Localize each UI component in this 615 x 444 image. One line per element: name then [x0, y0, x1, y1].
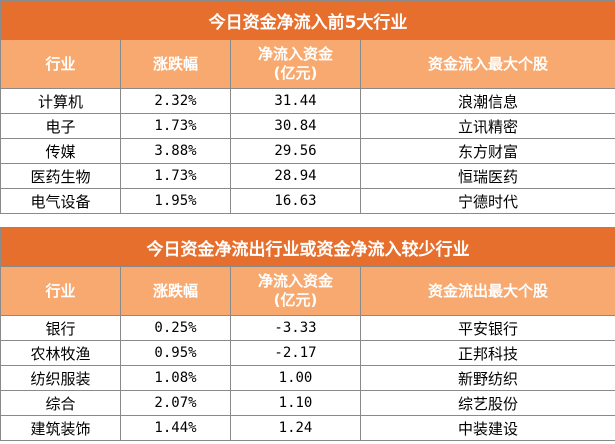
cell-change: 1.73% — [120, 163, 231, 189]
table-row: 传媒 3.88% 29.56 东方财富 — [0, 138, 615, 164]
header-net-flow: 净流入资金 (亿元) — [230, 39, 361, 89]
cell-change: 0.95% — [120, 340, 231, 366]
table-row: 银行 0.25% -3.33 平安银行 — [0, 315, 615, 341]
cell-industry: 纺织服装 — [0, 365, 121, 391]
cell-change: 2.32% — [120, 88, 231, 114]
cell-industry: 综合 — [0, 390, 121, 416]
table-row: 计算机 2.32% 31.44 浪潮信息 — [0, 88, 615, 114]
cell-flow: -3.33 — [230, 315, 361, 341]
cell-industry: 银行 — [0, 315, 121, 341]
cell-flow: -2.17 — [230, 340, 361, 366]
table-row: 综合 2.07% 1.10 综艺股份 — [0, 390, 615, 416]
table-row: 农林牧渔 0.95% -2.17 正邦科技 — [0, 340, 615, 366]
cell-flow: 28.94 — [230, 163, 361, 189]
cell-stock: 立讯精密 — [359, 113, 615, 139]
cell-stock: 正邦科技 — [360, 340, 615, 366]
header-row: 行业 涨跌幅 净流入资金 (亿元) 资金流出最大个股 — [0, 266, 615, 316]
cell-stock: 宁德时代 — [359, 188, 615, 214]
cell-flow: 31.44 — [230, 88, 361, 114]
cell-change: 1.95% — [120, 188, 231, 214]
table-row: 建筑装饰 1.44% 1.24 中装建设 — [0, 415, 615, 441]
header-top-stock: 资金流入最大个股 — [359, 39, 615, 89]
header-change: 涨跌幅 — [120, 266, 231, 316]
cell-stock: 平安银行 — [360, 315, 615, 341]
cell-industry: 农林牧渔 — [0, 340, 121, 366]
cell-stock: 中装建设 — [360, 415, 615, 441]
table-title-row: 今日资金净流入前5大行业 — [0, 0, 615, 40]
cell-change: 1.44% — [120, 415, 231, 441]
cell-flow: 1.10 — [230, 390, 361, 416]
outflow-table: 今日资金净流出行业或资金净流入较少行业 行业 涨跌幅 净流入资金 (亿元) 资金… — [0, 227, 615, 441]
header-top-stock: 资金流出最大个股 — [360, 266, 615, 316]
cell-stock: 新野纺织 — [360, 365, 615, 391]
cell-stock: 恒瑞医药 — [359, 163, 615, 189]
header-net-flow-label: 净流入资金 — [257, 45, 333, 63]
cell-change: 0.25% — [120, 315, 231, 341]
table-spacer — [0, 217, 615, 227]
cell-flow: 30.84 — [230, 113, 361, 139]
header-net-flow-unit: (亿元) — [273, 64, 318, 82]
header-row: 行业 涨跌幅 净流入资金 (亿元) 资金流入最大个股 — [0, 39, 615, 89]
table-row: 电气设备 1.95% 16.63 宁德时代 — [0, 188, 615, 214]
table-title-row: 今日资金净流出行业或资金净流入较少行业 — [0, 227, 615, 267]
header-net-flow-unit: (亿元) — [273, 291, 318, 309]
cell-industry: 医药生物 — [0, 163, 121, 189]
header-industry: 行业 — [0, 266, 121, 316]
cell-flow: 16.63 — [230, 188, 361, 214]
table-row: 电子 1.73% 30.84 立讯精密 — [0, 113, 615, 139]
cell-change: 3.88% — [120, 138, 231, 164]
table-title: 今日资金净流出行业或资金净流入较少行业 — [0, 227, 615, 267]
table-row: 纺织服装 1.08% 1.00 新野纺织 — [0, 365, 615, 391]
cell-flow: 1.00 — [230, 365, 361, 391]
cell-industry: 传媒 — [0, 138, 121, 164]
cell-stock: 综艺股份 — [360, 390, 615, 416]
cell-flow: 1.24 — [230, 415, 361, 441]
header-industry: 行业 — [0, 39, 121, 89]
cell-stock: 浪潮信息 — [359, 88, 615, 114]
cell-industry: 计算机 — [0, 88, 121, 114]
cell-change: 1.08% — [120, 365, 231, 391]
cell-stock: 东方财富 — [359, 138, 615, 164]
cell-industry: 建筑装饰 — [0, 415, 121, 441]
cell-industry: 电子 — [0, 113, 121, 139]
cell-change: 2.07% — [120, 390, 231, 416]
cell-flow: 29.56 — [230, 138, 361, 164]
table-title: 今日资金净流入前5大行业 — [0, 0, 615, 40]
header-net-flow: 净流入资金 (亿元) — [230, 266, 361, 316]
table-row: 医药生物 1.73% 28.94 恒瑞医药 — [0, 163, 615, 189]
header-change: 涨跌幅 — [120, 39, 231, 89]
cell-industry: 电气设备 — [0, 188, 121, 214]
cell-change: 1.73% — [120, 113, 231, 139]
header-net-flow-label: 净流入资金 — [257, 272, 333, 290]
top-inflow-table: 今日资金净流入前5大行业 行业 涨跌幅 净流入资金 (亿元) 资金流入最大个股 … — [0, 0, 615, 214]
